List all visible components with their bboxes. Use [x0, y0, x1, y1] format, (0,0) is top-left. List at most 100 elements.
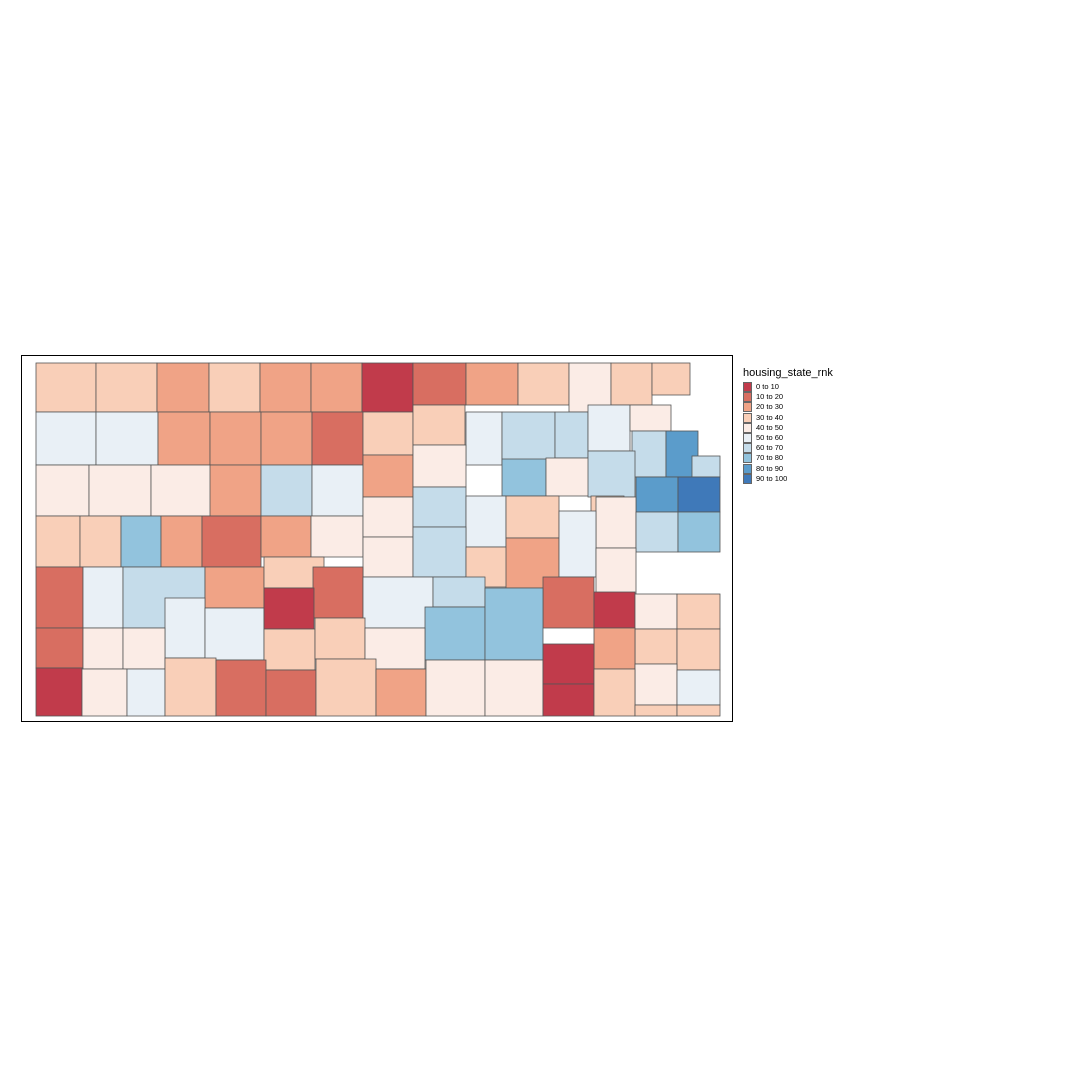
- legend-item: 40 to 50: [743, 422, 863, 433]
- county: [542, 576, 595, 629]
- county: [484, 587, 544, 661]
- county: [629, 404, 672, 432]
- county: [160, 515, 203, 568]
- county: [634, 593, 678, 630]
- county: [362, 536, 414, 578]
- county: [587, 404, 631, 452]
- county: [432, 576, 486, 608]
- county: [35, 411, 97, 466]
- county: [35, 667, 83, 717]
- county: [465, 411, 503, 466]
- county: [362, 496, 414, 538]
- county: [595, 547, 637, 595]
- county: [260, 464, 313, 517]
- map-canvas: [35, 362, 721, 717]
- county: [554, 411, 589, 459]
- legend-label: 70 to 80: [756, 453, 784, 463]
- county: [263, 628, 316, 671]
- county: [593, 627, 636, 670]
- legend-item: 0 to 10: [743, 382, 863, 393]
- legend-swatch: [743, 392, 752, 403]
- county: [35, 464, 90, 517]
- legend-label: 10 to 20: [756, 392, 784, 402]
- county: [465, 495, 507, 548]
- county: [610, 362, 653, 406]
- county: [35, 362, 97, 413]
- county: [677, 511, 721, 553]
- county: [79, 515, 122, 568]
- county: [412, 362, 467, 406]
- county: [424, 606, 486, 661]
- county: [484, 659, 544, 717]
- legend-label: 60 to 70: [756, 443, 784, 453]
- county: [312, 566, 364, 619]
- county: [677, 476, 721, 513]
- county: [215, 659, 267, 717]
- county: [311, 411, 364, 466]
- county: [95, 411, 159, 466]
- county: [260, 515, 312, 558]
- county: [587, 450, 636, 498]
- county: [593, 668, 636, 717]
- legend-label: 50 to 60: [756, 433, 784, 443]
- county: [545, 457, 592, 497]
- legend-swatch: [743, 463, 752, 474]
- county: [517, 362, 570, 406]
- county: [542, 643, 595, 685]
- county: [362, 454, 414, 498]
- legend-swatch: [743, 453, 752, 464]
- county: [120, 515, 162, 568]
- county: [311, 464, 364, 517]
- legend-label: 30 to 40: [756, 412, 784, 422]
- county: [81, 668, 128, 717]
- legend-swatch: [743, 422, 752, 433]
- county: [676, 704, 721, 717]
- legend-item: 20 to 30: [743, 402, 863, 413]
- county: [691, 455, 721, 478]
- legend-item: 50 to 60: [743, 433, 863, 444]
- county: [375, 668, 427, 717]
- county: [35, 515, 81, 568]
- legend-swatch: [743, 473, 752, 484]
- legend-item: 10 to 20: [743, 392, 863, 403]
- county: [150, 464, 214, 517]
- county: [676, 628, 721, 671]
- county: [260, 411, 313, 466]
- county: [542, 683, 595, 717]
- county: [204, 607, 265, 661]
- county: [315, 658, 377, 717]
- county: [88, 464, 152, 517]
- county: [593, 591, 636, 629]
- county-layer: [35, 362, 721, 717]
- county: [425, 659, 486, 717]
- legend-label: 80 to 90: [756, 463, 784, 473]
- legend-item: 60 to 70: [743, 443, 863, 454]
- county: [676, 593, 721, 630]
- county: [35, 566, 84, 629]
- county: [505, 495, 560, 539]
- county: [122, 627, 166, 670]
- county: [164, 597, 206, 659]
- county: [558, 510, 597, 578]
- legend: housing_state_rnk 0 to 10 10 to 20 20 to 3…: [743, 367, 863, 484]
- county: [634, 628, 678, 665]
- legend-item: 90 to 100: [743, 473, 863, 484]
- county: [82, 566, 124, 629]
- legend-title: housing_state_rnk: [743, 367, 833, 379]
- county: [208, 362, 261, 413]
- county: [259, 362, 312, 413]
- county: [635, 511, 679, 553]
- county: [568, 362, 612, 413]
- county: [634, 663, 678, 706]
- map-frame: [21, 355, 733, 722]
- legend-items: 0 to 10 10 to 20 20 to 30 30 to 40 40 to 50 5…: [743, 382, 863, 484]
- county: [635, 476, 679, 513]
- legend-swatch: [743, 382, 752, 393]
- legend-item: 80 to 90: [743, 463, 863, 474]
- county: [82, 627, 124, 670]
- legend-swatch: [743, 402, 752, 413]
- county: [157, 411, 211, 466]
- legend-item: 70 to 80: [743, 453, 863, 464]
- county: [465, 362, 519, 406]
- county: [209, 411, 262, 466]
